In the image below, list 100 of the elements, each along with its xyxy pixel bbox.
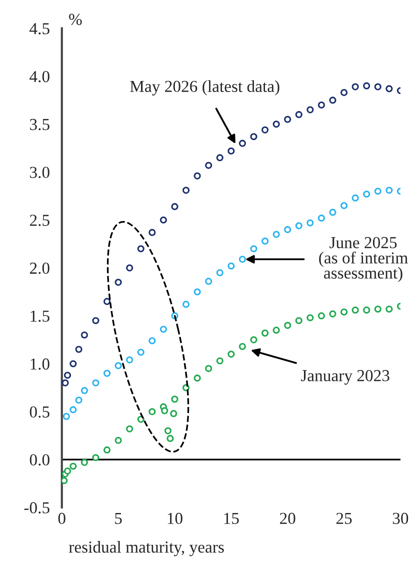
point bbox=[182, 384, 190, 392]
point bbox=[75, 346, 82, 353]
x-tick-label: 30 bbox=[392, 512, 408, 524]
point bbox=[318, 312, 325, 320]
point bbox=[114, 278, 122, 286]
y-tick-label: 0.0 bbox=[30, 454, 50, 466]
point bbox=[318, 214, 325, 222]
point bbox=[103, 446, 111, 454]
point bbox=[352, 83, 359, 90]
point bbox=[295, 222, 302, 230]
point bbox=[126, 425, 134, 432]
point bbox=[160, 326, 167, 333]
annotation: January 2023 bbox=[300, 370, 390, 385]
point bbox=[171, 396, 178, 403]
point bbox=[64, 468, 72, 475]
point bbox=[318, 101, 325, 109]
y-axis-title: % bbox=[69, 14, 82, 26]
point bbox=[272, 326, 280, 334]
point bbox=[306, 106, 314, 114]
point bbox=[70, 462, 77, 470]
point bbox=[114, 436, 122, 444]
point bbox=[261, 126, 269, 134]
point bbox=[182, 186, 190, 194]
point bbox=[228, 262, 235, 270]
point bbox=[137, 348, 144, 356]
point bbox=[363, 306, 370, 314]
point bbox=[386, 85, 393, 92]
point bbox=[194, 172, 201, 180]
point bbox=[340, 202, 348, 210]
point bbox=[284, 226, 292, 234]
y-tick-label: 0.5 bbox=[30, 406, 50, 418]
point bbox=[70, 360, 77, 368]
point bbox=[114, 362, 122, 370]
point bbox=[103, 298, 111, 305]
point bbox=[284, 322, 292, 329]
point bbox=[329, 96, 336, 104]
point bbox=[250, 245, 258, 252]
point bbox=[363, 190, 370, 198]
point bbox=[92, 317, 100, 324]
x-tick-label: 20 bbox=[280, 512, 296, 524]
point bbox=[238, 140, 246, 147]
point bbox=[126, 264, 134, 272]
point bbox=[295, 111, 302, 118]
point bbox=[238, 256, 246, 263]
point bbox=[295, 317, 302, 324]
point bbox=[170, 410, 178, 418]
point bbox=[205, 364, 212, 372]
point bbox=[306, 219, 314, 226]
point bbox=[250, 133, 258, 140]
point bbox=[70, 406, 77, 414]
point bbox=[205, 162, 212, 169]
point bbox=[92, 454, 100, 462]
y-tick-label: 3.0 bbox=[30, 166, 50, 178]
point bbox=[62, 477, 68, 484]
point bbox=[238, 342, 246, 350]
x-tick-label: 15 bbox=[224, 512, 239, 524]
point bbox=[352, 306, 359, 314]
point bbox=[161, 407, 168, 414]
point bbox=[182, 300, 190, 308]
x-axis-title: residual maturity, years bbox=[68, 541, 224, 556]
point bbox=[166, 434, 174, 442]
point bbox=[386, 186, 393, 194]
annotation: May 2026 (latest data) bbox=[130, 80, 280, 96]
point bbox=[261, 330, 269, 337]
point bbox=[272, 230, 280, 238]
point bbox=[80, 387, 88, 394]
y-tick-label: 1.5 bbox=[30, 310, 50, 322]
point bbox=[284, 116, 292, 123]
point bbox=[194, 374, 201, 382]
x-tick-label: 10 bbox=[168, 512, 182, 524]
point bbox=[329, 310, 336, 318]
point bbox=[216, 154, 224, 162]
point bbox=[340, 89, 348, 96]
point bbox=[148, 337, 156, 344]
y-tick-label: 4.5 bbox=[30, 23, 50, 34]
x-tick-label: 5 bbox=[115, 512, 122, 524]
point bbox=[261, 238, 269, 245]
point bbox=[137, 245, 144, 252]
x-tick-label: 0 bbox=[58, 512, 66, 524]
point bbox=[92, 379, 100, 386]
y-tick-label: 4.0 bbox=[30, 70, 50, 82]
point bbox=[205, 278, 212, 285]
y-tick-label: 2.0 bbox=[30, 262, 50, 274]
y-tick-label: 1.0 bbox=[30, 358, 50, 370]
point bbox=[216, 269, 224, 276]
y-tick-label: 3.5 bbox=[30, 118, 50, 130]
point bbox=[148, 228, 156, 236]
point bbox=[329, 208, 336, 216]
point bbox=[374, 83, 382, 90]
point bbox=[80, 458, 88, 466]
point bbox=[103, 370, 111, 377]
point bbox=[352, 194, 359, 202]
point bbox=[272, 120, 280, 128]
point bbox=[62, 379, 69, 386]
point bbox=[194, 288, 201, 296]
point bbox=[386, 306, 393, 313]
point bbox=[250, 336, 258, 344]
point bbox=[363, 82, 370, 90]
point bbox=[228, 350, 235, 358]
point bbox=[374, 306, 382, 313]
